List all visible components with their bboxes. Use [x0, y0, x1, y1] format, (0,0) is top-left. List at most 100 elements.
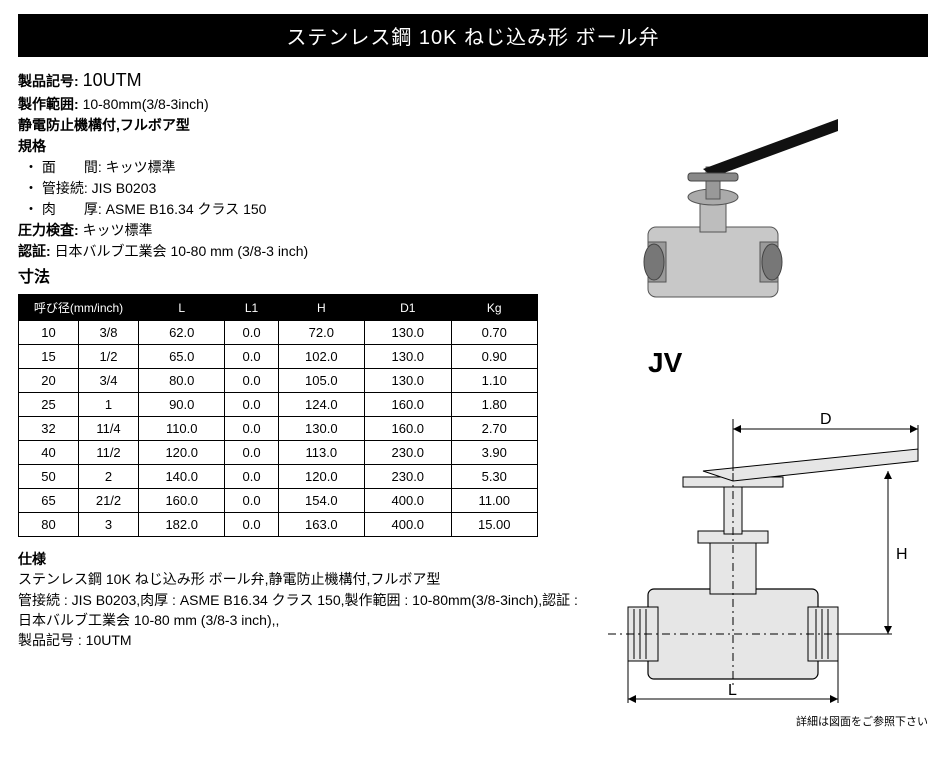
table-cell: 21/2	[79, 489, 139, 513]
table-cell: 90.0	[139, 393, 225, 417]
table-cell: 400.0	[365, 489, 451, 513]
title-band: ステンレス鋼 10K ねじ込み形 ボール弁	[18, 14, 928, 57]
table-cell: 0.70	[451, 321, 538, 345]
table-cell: 25	[19, 393, 79, 417]
left-column: 製品記号: 10UTM 製作範囲: 10-80mm(3/8-3inch) 静電防…	[18, 67, 578, 729]
table-cell: 11/2	[79, 441, 139, 465]
table-cell: 400.0	[365, 513, 451, 537]
dimensions-table: 呼び径(mm/inch)LL1HD1Kg 103/862.00.072.0130…	[18, 294, 538, 537]
table-cell: 11/4	[79, 417, 139, 441]
product-code-line: 製品記号: 10UTM	[18, 67, 578, 94]
product-code-value: 10UTM	[83, 70, 142, 90]
shiyou-line-3: 製品記号 : 10UTM	[18, 630, 578, 650]
table-header: H	[278, 295, 364, 321]
table-cell: 0.0	[225, 345, 278, 369]
table-cell: 124.0	[278, 393, 364, 417]
pressure-label: 圧力検査:	[18, 222, 79, 238]
table-cell: 1.10	[451, 369, 538, 393]
table-cell: 160.0	[365, 393, 451, 417]
table-cell: 0.0	[225, 369, 278, 393]
table-cell: 0.0	[225, 441, 278, 465]
table-cell: 65.0	[139, 345, 225, 369]
table-cell: 2.70	[451, 417, 538, 441]
right-column: JV	[578, 67, 928, 729]
table-header: L1	[225, 295, 278, 321]
table-cell: 3	[79, 513, 139, 537]
kikaku-label: 規格	[18, 136, 578, 157]
table-row: 25190.00.0124.0160.01.80	[19, 393, 538, 417]
table-cell: 160.0	[365, 417, 451, 441]
technical-drawing: D H L 詳細は図面をご参照下さい	[588, 389, 928, 729]
table-cell: 160.0	[139, 489, 225, 513]
shiyou-label: 仕様	[18, 549, 578, 569]
table-cell: 3/4	[79, 369, 139, 393]
table-cell: 2	[79, 465, 139, 489]
table-cell: 3/8	[79, 321, 139, 345]
table-cell: 15.00	[451, 513, 538, 537]
product-code-label: 製品記号:	[18, 73, 79, 89]
table-row: 3211/4110.00.0130.0160.02.70	[19, 417, 538, 441]
table-row: 803182.00.0163.0400.015.00	[19, 513, 538, 537]
table-cell: 72.0	[278, 321, 364, 345]
table-cell: 50	[19, 465, 79, 489]
table-cell: 65	[19, 489, 79, 513]
type-line: 静電防止機構付,フルボア型	[18, 115, 578, 136]
table-header: L	[139, 295, 225, 321]
drawing-note: 詳細は図面をご参照下さい	[588, 713, 928, 729]
table-cell: 11.00	[451, 489, 538, 513]
table-cell: 62.0	[139, 321, 225, 345]
table-row: 151/265.00.0102.0130.00.90	[19, 345, 538, 369]
table-cell: 0.0	[225, 417, 278, 441]
table-cell: 130.0	[365, 321, 451, 345]
shiyou-line-2: 管接続 : JIS B0203,肉厚 : ASME B16.34 クラス 150…	[18, 590, 578, 631]
dim-letter-d: D	[820, 411, 832, 428]
table-cell: 80.0	[139, 369, 225, 393]
range-value: 10-80mm(3/8-3inch)	[83, 96, 209, 112]
table-header: 呼び径(mm/inch)	[19, 295, 139, 321]
table-cell: 3.90	[451, 441, 538, 465]
table-cell: 105.0	[278, 369, 364, 393]
range-label: 製作範囲:	[18, 96, 79, 112]
table-cell: 130.0	[365, 369, 451, 393]
table-cell: 163.0	[278, 513, 364, 537]
table-cell: 0.0	[225, 513, 278, 537]
table-cell: 120.0	[139, 441, 225, 465]
table-cell: 140.0	[139, 465, 225, 489]
pressure-line: 圧力検査: キッツ標準	[18, 220, 578, 241]
kikaku-item: ・ 管接続: JIS B0203	[24, 178, 578, 199]
product-photo	[588, 97, 928, 317]
table-cell: 1	[79, 393, 139, 417]
table-cell: 0.90	[451, 345, 538, 369]
table-cell: 130.0	[278, 417, 364, 441]
table-cell: 120.0	[278, 465, 364, 489]
table-cell: 1/2	[79, 345, 139, 369]
jv-label: JV	[648, 347, 928, 379]
cert-line: 認証: 日本バルブ工業会 10-80 mm (3/8-3 inch)	[18, 241, 578, 262]
dim-label: 寸法	[18, 266, 578, 290]
table-cell: 0.0	[225, 489, 278, 513]
table-cell: 130.0	[365, 345, 451, 369]
table-cell: 5.30	[451, 465, 538, 489]
table-cell: 20	[19, 369, 79, 393]
dim-letter-h: H	[896, 546, 908, 563]
table-row: 4011/2120.00.0113.0230.03.90	[19, 441, 538, 465]
table-cell: 10	[19, 321, 79, 345]
table-cell: 0.0	[225, 465, 278, 489]
table-cell: 230.0	[365, 465, 451, 489]
table-cell: 182.0	[139, 513, 225, 537]
cert-label: 認証:	[18, 243, 51, 259]
table-cell: 110.0	[139, 417, 225, 441]
table-cell: 154.0	[278, 489, 364, 513]
table-cell: 113.0	[278, 441, 364, 465]
shiyou-line-1: ステンレス鋼 10K ねじ込み形 ボール弁,静電防止機構付,フルボア型	[18, 569, 578, 589]
table-cell: 40	[19, 441, 79, 465]
table-cell: 230.0	[365, 441, 451, 465]
pressure-value: キッツ標準	[83, 222, 153, 238]
table-cell: 0.0	[225, 321, 278, 345]
range-line: 製作範囲: 10-80mm(3/8-3inch)	[18, 94, 578, 115]
table-cell: 0.0	[225, 393, 278, 417]
table-cell: 1.80	[451, 393, 538, 417]
table-header: D1	[365, 295, 451, 321]
table-row: 502140.00.0120.0230.05.30	[19, 465, 538, 489]
kikaku-item: ・ 肉 厚: ASME B16.34 クラス 150	[24, 199, 578, 220]
